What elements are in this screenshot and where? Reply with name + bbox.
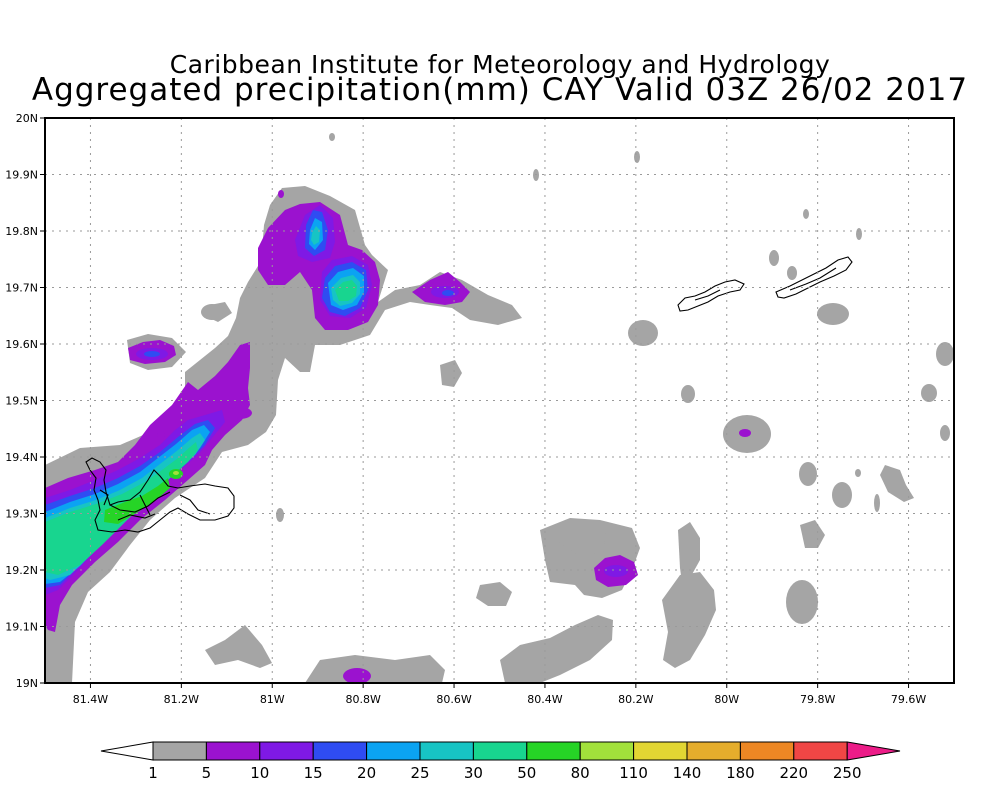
- colorbar-swatch: [633, 741, 688, 761]
- colorbar-swatch: [472, 741, 528, 761]
- colorbar-label: 80: [571, 764, 590, 782]
- x-tick-labels: 81.4W 81.2W 81W 80.8W 80.6W 80.4W 80.2W 80W 79.8…: [73, 683, 926, 706]
- island-outlines: [85, 256, 853, 533]
- precip-level-1: [45, 133, 954, 683]
- colorbar-label: 50: [517, 764, 536, 782]
- colorbar-label: 5: [202, 764, 212, 782]
- x-tick-label: 80.4W: [527, 693, 562, 706]
- precip-level-80: [173, 471, 179, 475]
- y-tick-label: 19.5N: [5, 395, 38, 408]
- colorbar-swatch: [205, 741, 261, 761]
- colorbar-label: 180: [726, 764, 755, 782]
- x-tick-label: 81.4W: [73, 693, 108, 706]
- colorbar-label: 20: [357, 764, 376, 782]
- y-tick-label: 19.1N: [5, 621, 38, 634]
- x-tick-label: 80W: [714, 693, 739, 706]
- colorbar: 1 5 10 15 20 25 30 50 80 110 140 180 220 250: [100, 741, 901, 782]
- colorbar-label: 25: [410, 764, 429, 782]
- x-tick-label: 81W: [260, 693, 285, 706]
- colorbar-label: 140: [673, 764, 702, 782]
- y-tick-label: 19N: [16, 677, 38, 690]
- colorbar-swatch: [579, 741, 635, 761]
- colorbar-swatch: [366, 741, 421, 761]
- colorbar-swatch: [739, 741, 795, 761]
- colorbar-swatch: [793, 741, 848, 761]
- colorbar-swatch: [312, 741, 368, 761]
- colorbar-swatch: [419, 741, 474, 761]
- colorbar-swatch: [526, 741, 581, 761]
- colorbar-label: 15: [304, 764, 323, 782]
- x-tick-label: 80.2W: [618, 693, 653, 706]
- x-tick-label: 81.2W: [164, 693, 199, 706]
- colorbar-label: 250: [833, 764, 862, 782]
- y-tick-label: 19.4N: [5, 451, 38, 464]
- y-tick-labels: 19N 19.1N 19.2N 19.3N 19.4N 19.5N 19.6N 19.7N 19…: [5, 112, 45, 690]
- colorbar-swatch: [686, 741, 741, 761]
- colorbar-label: 220: [779, 764, 808, 782]
- map-grid: [45, 118, 954, 683]
- colorbar-label: 30: [464, 764, 483, 782]
- x-tick-label: 79.6W: [891, 693, 926, 706]
- y-tick-label: 19.2N: [5, 564, 38, 577]
- y-tick-label: 19.8N: [5, 225, 38, 238]
- x-tick-label: 79.8W: [800, 693, 835, 706]
- y-tick-label: 19.6N: [5, 338, 38, 351]
- title-line-2: Aggregated precipitation(mm) CAY Valid 0…: [31, 72, 969, 108]
- colorbar-label: 10: [250, 764, 269, 782]
- colorbar-label: 1: [148, 764, 158, 782]
- colorbar-label: 110: [619, 764, 648, 782]
- grand-cayman-outline: [85, 457, 235, 533]
- colorbar-min-arrow: [100, 741, 154, 761]
- precip-level-5: [45, 190, 751, 683]
- cayman-brac-outline: [775, 256, 853, 299]
- y-tick-label: 20N: [16, 112, 38, 125]
- y-tick-label: 19.9N: [5, 169, 38, 182]
- colorbar-swatch: [259, 741, 314, 761]
- x-tick-label: 80.8W: [345, 693, 380, 706]
- title-line-1: Caribbean Institute for Meteorology and …: [169, 50, 831, 79]
- colorbar-swatch: [152, 741, 207, 761]
- x-tick-label: 80.6W: [436, 693, 471, 706]
- colorbar-max-arrow: [846, 741, 901, 761]
- little-cayman-outline: [677, 279, 745, 312]
- y-tick-label: 19.7N: [5, 282, 38, 295]
- y-tick-label: 19.3N: [5, 508, 38, 521]
